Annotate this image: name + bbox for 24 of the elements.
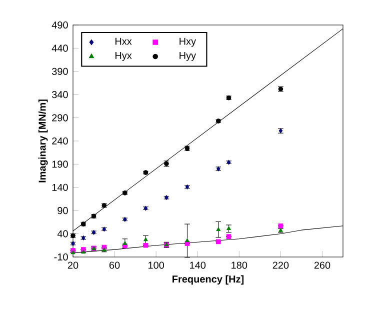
y-tick-label: 340	[52, 91, 68, 98]
y-axis-title: Imaginary [MN/m]	[38, 100, 48, 182]
x-tick-label: 140	[190, 262, 206, 269]
y-tick-label: 40	[57, 230, 68, 238]
y-tick-label: 290	[52, 114, 68, 122]
x-tick-label: 180	[232, 262, 248, 269]
x-tick-label: 100	[148, 262, 164, 269]
y-tick-label: 190	[52, 160, 68, 168]
legend-label: Hxx	[115, 38, 132, 45]
x-axis-title: Frequency [Hz]	[172, 275, 244, 285]
legend-label: Hxy	[180, 38, 196, 47]
x-tick-label: 260	[314, 262, 330, 269]
x-tick-label: 20	[68, 262, 78, 269]
x-tick-label: 60	[109, 262, 120, 269]
legend-label: Hyx	[115, 52, 132, 61]
y-tick-label: 90	[58, 207, 68, 214]
y-tick-label: 490	[52, 21, 68, 29]
legend-label: Hyy	[180, 52, 196, 61]
y-tick-label: 240	[52, 137, 68, 145]
y-tick-label: -10	[54, 253, 68, 261]
y-tick-label: 440	[52, 44, 68, 52]
y-tick-label: 140	[52, 184, 68, 191]
y-tick-label: 390	[52, 68, 68, 75]
x-tick-label: 220	[272, 262, 289, 269]
